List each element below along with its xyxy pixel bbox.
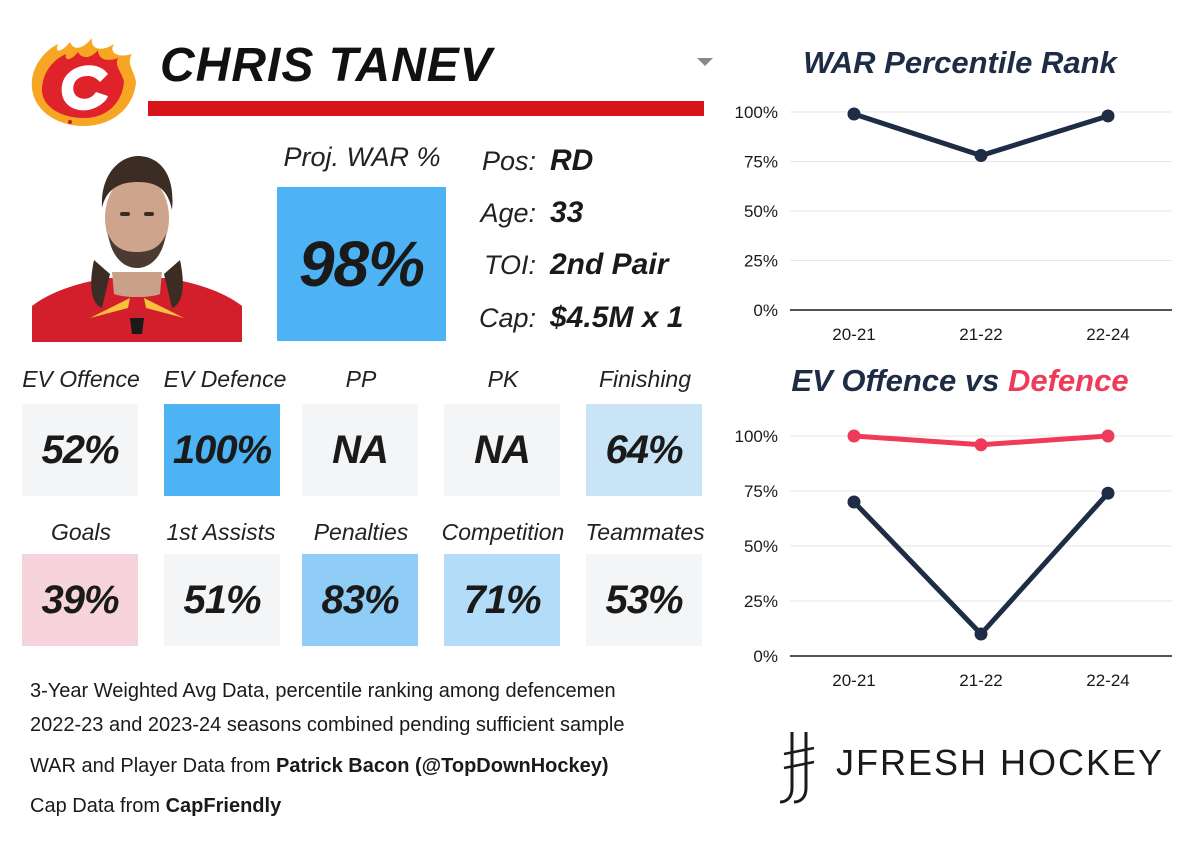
tile-1st-assists: 51%	[164, 554, 280, 646]
proj-war-value: 98%	[298, 228, 425, 300]
data-point	[974, 438, 988, 452]
tile-penalties: 83%	[302, 554, 418, 646]
data-point	[974, 149, 988, 163]
series-line	[852, 491, 1110, 637]
player-name: CHRIS TANEV	[160, 39, 493, 92]
x-tick-label: 21-22	[959, 671, 1002, 690]
info-row-pos: Pos: RD	[440, 139, 710, 183]
y-tick-label: 50%	[744, 537, 778, 556]
info-value: RD	[550, 144, 594, 177]
chart1-title: WAR Percentile Rank	[803, 45, 1117, 80]
note-line-3: WAR and Player Data from Patrick Bacon (…	[30, 755, 609, 778]
proj-war-tile: 98%	[277, 187, 446, 341]
data-point	[847, 429, 861, 443]
note-line-2: 2022-23 and 2023-24 seasons combined pen…	[30, 714, 625, 736]
info-label: Age:	[480, 197, 536, 228]
title-underline	[148, 101, 704, 116]
player-headshot-icon	[32, 148, 242, 342]
tile-value: 52%	[41, 427, 119, 472]
info-value: 2nd Pair	[550, 248, 669, 281]
tile-pk: NA	[444, 404, 560, 496]
ev-offence-defence-chart: 0% 25% 50% 75% 100% 20-21 21-22 22-24	[735, 427, 1172, 690]
data-point	[847, 495, 861, 509]
x-tick-label: 22-24	[1086, 325, 1129, 344]
data-point	[847, 107, 861, 121]
tile-value: 39%	[41, 577, 119, 622]
tile-value: 64%	[605, 427, 683, 472]
tile-label-penalties: Penalties	[313, 519, 409, 545]
info-row-age: Age: 33	[440, 191, 710, 235]
y-tick-label: 25%	[744, 252, 778, 271]
chevron-down-icon[interactable]	[697, 58, 713, 66]
proj-war-label: Proj. WAR %	[283, 142, 441, 172]
brand-text: JFRESH HOCKEY	[836, 742, 1165, 783]
flames-logo-icon	[22, 30, 142, 130]
tile-competition: 71%	[444, 554, 560, 646]
war-percentile-chart: 0% 25% 50% 75% 100% 20-21 21-22 22-24	[735, 103, 1172, 344]
tile-value: 83%	[321, 577, 399, 622]
note-line-1: 3-Year Weighted Avg Data, percentile ran…	[30, 680, 616, 702]
info-label: Pos:	[481, 145, 536, 176]
info-row-toi: TOI: 2nd Pair	[440, 243, 710, 287]
x-tick-label: 22-24	[1086, 671, 1129, 690]
data-point	[1101, 429, 1115, 443]
tile-label-pk: PK	[487, 366, 519, 392]
info-row-cap: Cap: $4.5M x 1	[440, 296, 710, 340]
jfresh-logo-icon	[778, 728, 820, 806]
tile-value: 51%	[183, 577, 261, 622]
data-point	[974, 627, 988, 641]
y-tick-label: 0%	[753, 647, 778, 666]
data-point	[1101, 109, 1115, 123]
note-line-4: Cap Data from CapFriendly	[30, 795, 281, 818]
tile-label-ev-offence: EV Offence	[22, 366, 140, 392]
y-tick-label: 75%	[744, 153, 778, 172]
tile-label-competition: Competition	[441, 519, 565, 545]
y-tick-label: 50%	[744, 202, 778, 221]
note-line-4-source: CapFriendly	[165, 795, 282, 817]
chart2-title-part1: EV Offence vs	[791, 363, 1008, 398]
x-tick-label: 20-21	[832, 325, 875, 344]
y-tick-label: 0%	[753, 301, 778, 320]
tile-value: NA	[332, 427, 389, 472]
tile-value: 71%	[463, 577, 541, 622]
tile-teammates: 53%	[586, 554, 702, 646]
tile-pp: NA	[302, 404, 418, 496]
chart2-title: EV Offence vs Defence	[720, 363, 1200, 399]
tile-value: NA	[474, 427, 531, 472]
y-tick-label: 100%	[735, 427, 778, 446]
x-tick-label: 20-21	[832, 671, 875, 690]
y-tick-label: 100%	[735, 103, 778, 122]
note-line-3-prefix: WAR and Player Data from	[30, 755, 277, 777]
x-tick-label: 21-22	[959, 325, 1002, 344]
tile-label-1st-assists: 1st Assists	[166, 519, 276, 545]
info-value: 33	[550, 196, 584, 229]
tile-label-pp: PP	[345, 366, 377, 392]
y-tick-label: 25%	[744, 592, 778, 611]
tile-label-ev-defence: EV Defence	[163, 366, 287, 392]
tile-value: 100%	[172, 427, 272, 472]
tile-value: 53%	[605, 577, 683, 622]
chart2-title-part2: Defence	[1007, 363, 1129, 398]
y-tick-label: 75%	[744, 482, 778, 501]
info-label: Cap:	[478, 302, 536, 333]
tile-ev-defence: 100%	[164, 404, 280, 496]
info-label: TOI:	[483, 249, 536, 280]
note-line-3-source: Patrick Bacon (@TopDownHockey)	[276, 755, 609, 777]
info-value: $4.5M x 1	[550, 301, 684, 334]
tile-goals: 39%	[22, 554, 138, 646]
tile-label-finishing: Finishing	[598, 366, 692, 392]
tile-label-goals: Goals	[50, 519, 112, 545]
tile-finishing: 64%	[586, 404, 702, 496]
tile-ev-offence: 52%	[22, 404, 138, 496]
note-line-4-prefix: Cap Data from	[30, 795, 166, 817]
data-point	[1101, 486, 1115, 500]
tile-label-teammates: Teammates	[585, 519, 705, 545]
